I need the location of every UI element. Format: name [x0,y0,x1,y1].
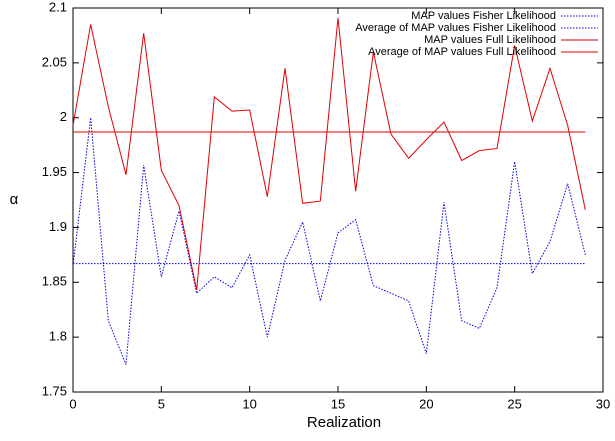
x-tick-label: 20 [419,396,433,411]
x-tick-label: 10 [242,396,256,411]
y-tick-label: 1.8 [49,329,67,344]
legend-label: MAP values Fisher Likelihood [411,10,556,22]
x-axis-label: Realization [307,414,381,431]
y-axis-label: α [10,191,19,208]
y-tick-label: 1.95 [42,164,67,179]
plot-frame [72,7,604,393]
x-tick-label: 30 [596,396,610,411]
legend-label: Average of MAP values Full Likelihood [368,46,556,58]
x-tick-label: 5 [158,396,165,411]
y-tick-label: 1.9 [49,219,67,234]
y-tick-label: 2.05 [42,54,67,69]
y-tick-label: 1.75 [42,383,67,398]
legend-label: Average of MAP values Fisher Likelihood [355,22,556,34]
y-tick-label: 2.1 [49,0,67,14]
legend-label: MAP values Full Likelihood [424,34,556,46]
series-line [72,117,586,365]
y-tick-label: 1.85 [42,274,67,289]
series-line [72,17,586,291]
y-tick-label: 2 [60,109,67,124]
x-tick-label: 15 [331,396,345,411]
x-tick-label: 0 [69,396,76,411]
x-tick-label: 25 [507,396,521,411]
